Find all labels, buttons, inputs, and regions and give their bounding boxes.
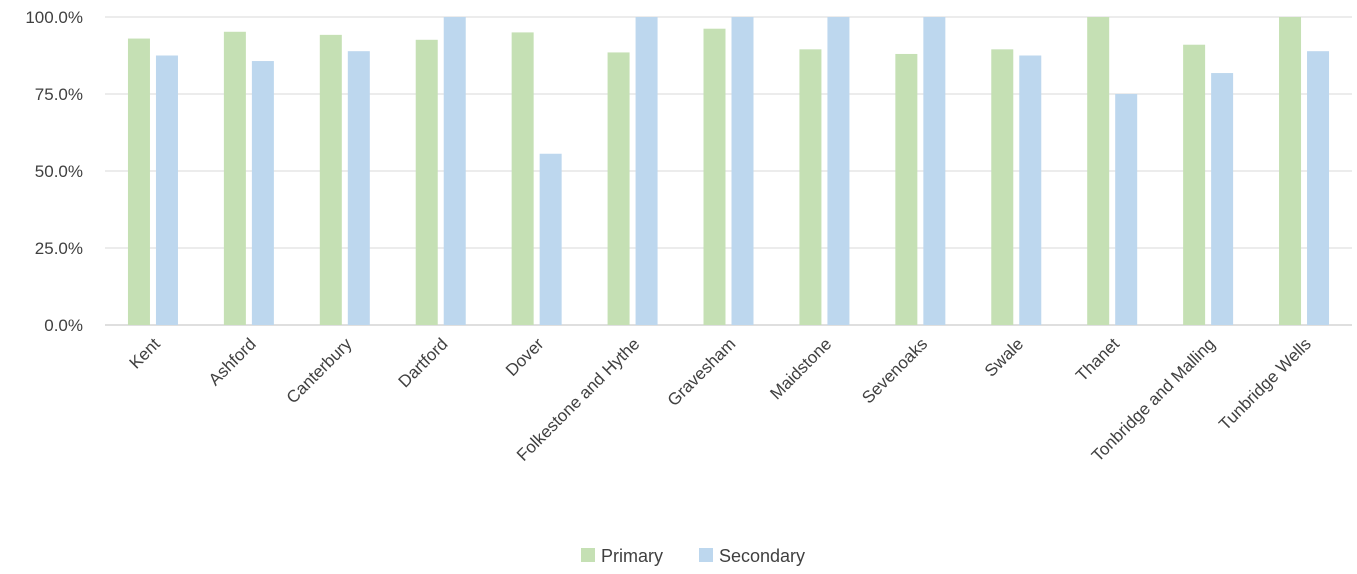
legend-label-secondary: Secondary xyxy=(719,546,805,566)
y-axis-ticks: 0.0% 25.0% 50.0% 75.0% 100.0% xyxy=(25,8,83,335)
bars xyxy=(127,17,1330,326)
bar-primary-tonbridge-and-malling xyxy=(1183,44,1206,325)
bar-primary-tunbridge-wells xyxy=(1279,17,1302,325)
bar-primary-dover xyxy=(511,32,534,326)
bar-secondary-tonbridge-and-malling xyxy=(1211,73,1234,325)
x-category-label: Dover xyxy=(502,334,548,380)
bar-secondary-ashford xyxy=(251,61,274,325)
x-category-label: Tunbridge Wells xyxy=(1215,334,1315,434)
bar-secondary-swale xyxy=(1019,55,1042,325)
bar-primary-gravesham xyxy=(703,28,726,325)
y-tick-label: 25.0% xyxy=(35,239,83,258)
bar-primary-kent xyxy=(127,38,150,326)
x-category-label: Swale xyxy=(981,334,1027,380)
x-category-label: Dartford xyxy=(395,334,452,391)
y-tick-label: 50.0% xyxy=(35,162,83,181)
gridlines xyxy=(105,16,1352,326)
bar-primary-sevenoaks xyxy=(895,53,918,326)
legend-swatch-secondary xyxy=(699,548,713,562)
legend: Primary Secondary xyxy=(581,546,805,566)
bar-secondary-folkestone-and-hythe xyxy=(635,17,658,325)
bar-secondary-gravesham xyxy=(731,17,754,325)
y-tick-label: 0.0% xyxy=(44,316,83,335)
x-category-label: Kent xyxy=(126,334,164,372)
x-category-label: Ashford xyxy=(205,334,260,389)
bar-secondary-dartford xyxy=(443,17,466,325)
bar-secondary-kent xyxy=(155,55,178,325)
bar-secondary-thanet xyxy=(1115,94,1138,325)
bar-secondary-sevenoaks xyxy=(923,17,946,325)
y-tick-label: 75.0% xyxy=(35,85,83,104)
bar-primary-maidstone xyxy=(799,49,822,326)
bar-secondary-canterbury xyxy=(347,51,370,326)
y-tick-label: 100.0% xyxy=(25,8,83,27)
bar-primary-ashford xyxy=(223,31,246,326)
bar-primary-canterbury xyxy=(319,34,342,325)
x-category-label: Sevenoaks xyxy=(858,334,931,407)
x-category-label: Maidstone xyxy=(766,334,835,403)
x-category-label: Canterbury xyxy=(283,334,356,407)
bar-primary-swale xyxy=(991,49,1014,326)
x-category-label: Thanet xyxy=(1072,334,1123,385)
legend-label-primary: Primary xyxy=(601,546,663,566)
bar-secondary-tunbridge-wells xyxy=(1307,51,1330,326)
x-axis-labels: Kent Ashford Canterbury Dartford DoverFolkes… xyxy=(126,334,1315,465)
legend-swatch-primary xyxy=(581,548,595,562)
bar-primary-folkestone-and-hythe xyxy=(607,52,630,326)
bar-primary-thanet xyxy=(1087,17,1110,325)
x-category-label: Gravesham xyxy=(664,334,740,410)
bar-secondary-dover xyxy=(539,153,562,325)
bar-secondary-maidstone xyxy=(827,17,850,325)
bar-primary-dartford xyxy=(415,39,438,326)
